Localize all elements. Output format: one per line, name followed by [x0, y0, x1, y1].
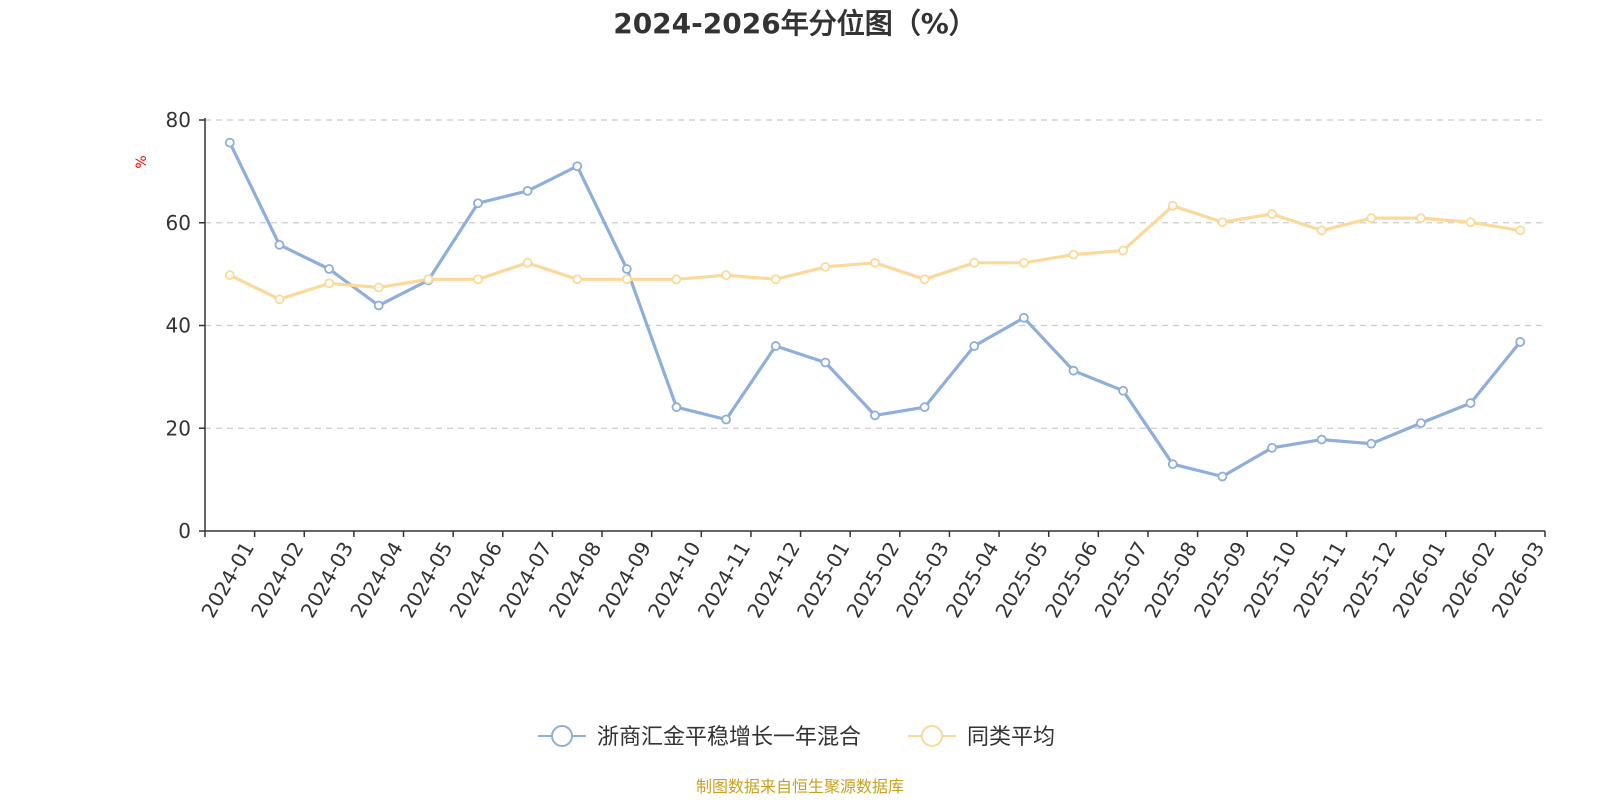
data-point[interactable] [820, 357, 831, 368]
data-point[interactable] [274, 294, 285, 305]
data-point[interactable] [1416, 213, 1426, 224]
data-point[interactable] [522, 257, 533, 268]
data-point[interactable] [1465, 398, 1476, 408]
y-axis-unit-label: % [134, 155, 150, 168]
data-point[interactable] [1217, 471, 1228, 482]
legend-label: 同类平均 [967, 725, 1055, 750]
data-point[interactable] [1167, 459, 1178, 470]
axes: 0204060802024-012024-022024-032024-04202… [166, 108, 1550, 622]
data-point[interactable] [1167, 200, 1178, 211]
data-point[interactable] [1118, 245, 1129, 256]
legend-marker-icon [551, 725, 573, 747]
legend-label: 浙商汇金平稳增长一年混合 [597, 725, 861, 750]
y-tick-label: 0 [178, 519, 191, 543]
data-point[interactable] [870, 257, 880, 268]
series-line [228, 141, 1522, 479]
data-point[interactable] [324, 278, 334, 289]
data-point[interactable] [1267, 442, 1277, 453]
data-point[interactable] [671, 402, 682, 413]
data-point[interactable] [224, 270, 235, 281]
data-point[interactable] [621, 274, 632, 285]
series-1 [228, 141, 1522, 479]
data-point[interactable] [1118, 385, 1129, 396]
series-2 [228, 204, 1522, 301]
data-point[interactable] [621, 264, 632, 274]
series-lines [224, 137, 1526, 482]
data-point[interactable] [1316, 225, 1327, 236]
data-point[interactable] [1217, 217, 1228, 228]
data-point[interactable] [919, 402, 930, 413]
grid-lines [205, 119, 1545, 429]
data-point[interactable] [1416, 418, 1426, 429]
data-point[interactable] [671, 274, 682, 285]
data-point[interactable] [473, 198, 483, 209]
data-point[interactable] [224, 137, 235, 148]
data-point[interactable] [1366, 438, 1377, 449]
data-point[interactable] [572, 161, 583, 172]
data-point[interactable] [1465, 217, 1476, 228]
data-point[interactable] [1068, 365, 1079, 376]
data-point[interactable] [373, 300, 384, 311]
data-point[interactable] [969, 341, 980, 351]
data-point[interactable] [1366, 213, 1377, 224]
data-point[interactable] [820, 262, 831, 272]
series-2-points [224, 200, 1526, 305]
source-note: 制图数据来自恒生聚源数据库 [696, 777, 904, 796]
data-point[interactable] [1018, 312, 1029, 323]
data-point[interactable] [1068, 249, 1079, 260]
data-point[interactable] [969, 257, 980, 268]
data-point[interactable] [1267, 209, 1277, 219]
chart-title: 2024-2026年分位图（%） [613, 7, 977, 40]
data-point[interactable] [274, 239, 285, 250]
data-point[interactable] [919, 274, 930, 285]
data-point[interactable] [373, 282, 384, 293]
data-point[interactable] [770, 341, 781, 351]
data-point[interactable] [324, 264, 334, 274]
legend-item-1[interactable]: 浙商汇金平稳增长一年混合 [538, 725, 861, 750]
data-point[interactable] [870, 410, 880, 421]
data-point[interactable] [572, 274, 583, 285]
data-point[interactable] [721, 270, 732, 281]
series-line [228, 204, 1522, 301]
data-point[interactable] [473, 274, 483, 285]
data-point[interactable] [423, 274, 434, 285]
data-point[interactable] [721, 414, 732, 425]
data-point[interactable] [1018, 257, 1029, 268]
y-tick-label: 60 [166, 211, 191, 235]
series-1-points [224, 137, 1526, 482]
data-point[interactable] [1515, 225, 1526, 236]
y-tick-label: 40 [166, 314, 191, 338]
data-point[interactable] [522, 185, 533, 196]
y-tick-label: 20 [166, 416, 191, 440]
data-point[interactable] [1316, 434, 1327, 445]
y-tick-label: 80 [166, 108, 191, 132]
legend[interactable]: 浙商汇金平稳增长一年混合 同类平均 [538, 725, 1055, 750]
legend-marker-icon [921, 725, 943, 747]
legend-item-2[interactable]: 同类平均 [908, 725, 1055, 750]
data-point[interactable] [1515, 337, 1526, 347]
data-point[interactable] [770, 274, 781, 285]
